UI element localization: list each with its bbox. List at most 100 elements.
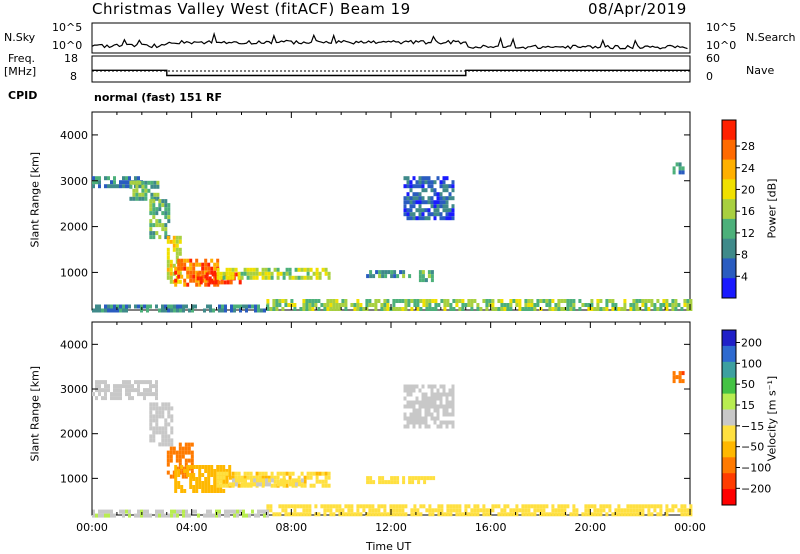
power-cell (305, 307, 309, 311)
vel-cell (433, 420, 437, 425)
vel-cell (584, 508, 588, 513)
vel-cell (278, 504, 282, 509)
vel-cell (178, 458, 182, 463)
power-cell (92, 180, 95, 185)
vel-cell (470, 512, 474, 517)
power-cell (214, 276, 218, 281)
power-cell (175, 239, 179, 244)
power-cell (285, 267, 289, 272)
vel-cell (233, 509, 236, 514)
vel-cell (424, 416, 428, 421)
vel-cell (445, 404, 449, 409)
vel-cell (209, 509, 212, 514)
vel-cell (587, 512, 591, 517)
power-cell (524, 307, 528, 311)
power-cell (681, 170, 685, 175)
vel-cell (421, 392, 425, 397)
power-cell (252, 271, 256, 276)
power-cell (186, 270, 190, 275)
power-cell (446, 299, 450, 303)
vel-cell (362, 504, 366, 509)
vel-cell (323, 508, 327, 513)
power-cell (421, 212, 425, 217)
vel-cell (403, 404, 407, 409)
vel-cell (122, 384, 125, 389)
vel-cell (572, 512, 576, 517)
vel-cell (512, 508, 516, 513)
power-cell (132, 180, 136, 185)
power-cell (448, 208, 452, 213)
vel-cell (143, 380, 146, 385)
power-cell (427, 216, 431, 221)
power-cell (393, 270, 397, 275)
vel-cell (423, 476, 427, 481)
power-cell (409, 180, 413, 185)
vel-cell (488, 508, 492, 513)
vel-cell (98, 513, 101, 518)
power-cell (267, 275, 271, 280)
vel-cell (305, 504, 309, 509)
noise-panel (91, 22, 691, 54)
vel-cell (116, 388, 119, 393)
vel-cell (593, 504, 597, 509)
power-cell (427, 180, 431, 185)
vel-cell (458, 512, 462, 517)
vel-cell (419, 512, 423, 517)
vel-cell (518, 508, 522, 513)
vel-cell (500, 508, 504, 513)
vel-cell (152, 418, 156, 423)
vel-cell (344, 512, 348, 517)
vel-colorbar-swatch (722, 425, 736, 442)
freq-tick-bottom: 8 (70, 70, 77, 83)
beam-label: Beam 19 (340, 0, 411, 18)
vel-cell (418, 424, 422, 429)
vel-cell (439, 392, 443, 397)
vel-cell (404, 504, 408, 509)
power-cell (122, 308, 125, 313)
vel-cell (467, 504, 471, 509)
power-cell (116, 304, 119, 309)
power-cell (287, 303, 291, 307)
power-cell (533, 307, 537, 311)
vel-cell (134, 388, 137, 393)
power-cell (306, 275, 310, 280)
vel-cell (412, 420, 416, 425)
vel-cell (190, 454, 194, 459)
vel-cell (451, 396, 455, 401)
power-cell (270, 275, 274, 280)
power-cell (407, 303, 411, 307)
power-cell (192, 278, 196, 283)
vel-cell (143, 509, 146, 514)
vel-cell (533, 512, 537, 517)
power-cell (306, 271, 310, 276)
power-cell (291, 275, 295, 280)
power-cell (199, 280, 203, 285)
power-cell (203, 308, 206, 313)
power-cell (166, 235, 170, 240)
vel-cell (137, 384, 140, 389)
vel-cell (192, 473, 196, 477)
power-cell (641, 303, 645, 307)
power-cell (536, 303, 540, 307)
power-cell (169, 239, 173, 244)
vel-cell (285, 479, 289, 484)
vel-cell (101, 380, 104, 385)
vel-cell (451, 388, 455, 393)
vel-cell (101, 509, 104, 514)
vel-cell (446, 512, 450, 517)
power-cell (455, 299, 459, 303)
vel-cell (158, 442, 162, 447)
vel-cell (430, 412, 434, 417)
vel-cell (204, 489, 208, 493)
power-cell (153, 180, 157, 185)
vel-cell (122, 513, 125, 518)
power-cell (451, 188, 455, 193)
vel-cell (198, 477, 202, 481)
power-cell (433, 200, 437, 205)
power-cell (312, 271, 316, 276)
power-region-8 (418, 270, 434, 283)
vel-cell (204, 485, 208, 489)
vel-cell (285, 471, 289, 476)
vel-cell (371, 504, 375, 509)
power-cell (445, 188, 449, 193)
